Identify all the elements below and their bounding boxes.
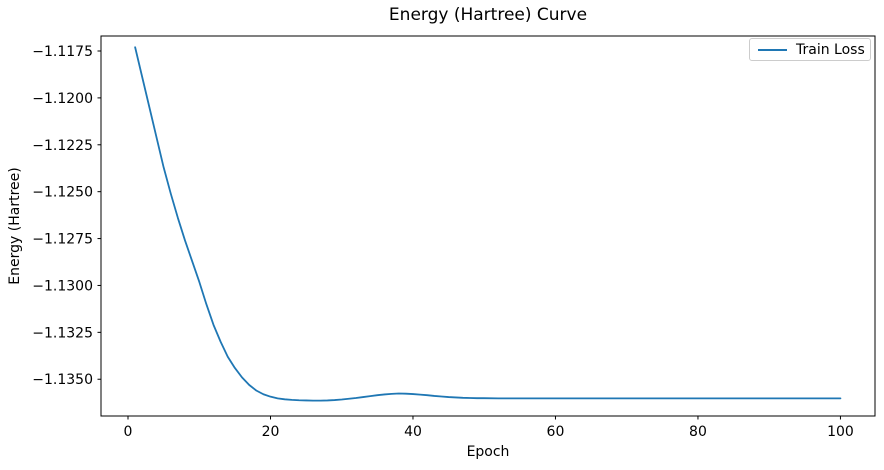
plot-border — [100, 35, 876, 417]
y-tick-label: −1.1225 — [32, 138, 93, 154]
x-tick-label: 80 — [689, 424, 707, 440]
chart-title: Energy (Hartree) Curve — [388, 5, 588, 25]
y-tick-label: −1.1300 — [32, 278, 93, 294]
y-tick-label: −1.1325 — [32, 325, 93, 341]
y-tick-label: −1.1350 — [32, 372, 93, 388]
legend-line-sample-icon — [758, 48, 787, 51]
y-tick-label: −1.1175 — [32, 44, 93, 60]
x-tick-label: 60 — [547, 424, 565, 440]
x-tick-label: 100 — [827, 424, 854, 440]
x-tick-label: 0 — [124, 424, 133, 440]
legend: Train Loss — [749, 38, 871, 61]
x-axis-label: Epoch — [466, 444, 510, 460]
legend-label: Train Loss — [796, 41, 865, 58]
y-tick-label: −1.1250 — [32, 185, 93, 201]
y-tick-label: −1.1200 — [32, 91, 93, 107]
x-tick-label: 40 — [404, 424, 422, 440]
x-tick-label: 20 — [262, 424, 280, 440]
y-tick-label: −1.1275 — [32, 232, 93, 248]
train-loss-line — [134, 46, 842, 402]
y-axis-label: Energy (Hartree) — [7, 167, 23, 285]
